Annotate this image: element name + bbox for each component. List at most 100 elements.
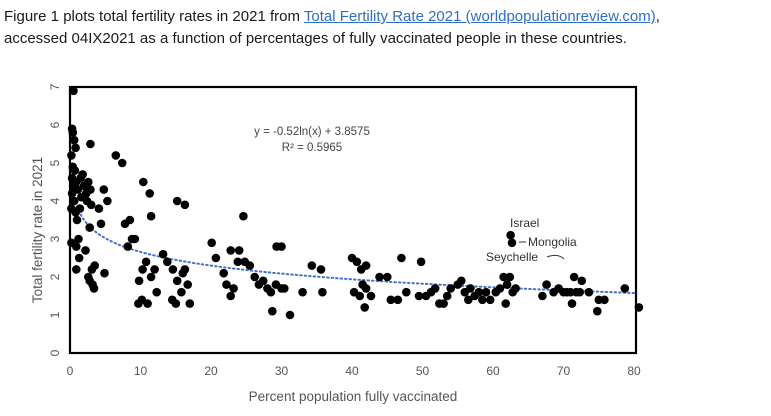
data-points [67,86,644,320]
data-point [152,287,161,297]
data-point [211,253,221,263]
data-point [111,151,121,160]
data-point [285,310,295,320]
y-tick-label: 0 [48,349,62,356]
annotation-seychelle: Seychelle [486,250,538,264]
data-point [94,204,104,213]
data-point [600,295,609,305]
data-point [226,246,235,255]
data-point [457,276,466,286]
data-point [402,287,411,297]
y-tick-label: 6 [48,121,62,128]
x-tick-label: 80 [627,364,641,378]
y-tick-labels: 0 1 2 3 4 5 6 7 [48,83,62,356]
data-point [172,276,182,286]
data-point [138,265,147,274]
data-point [481,287,491,297]
caption-text-comma: , [655,8,660,25]
data-point [96,219,106,229]
data-point [383,272,392,282]
data-point [569,272,579,282]
data-point [207,238,216,248]
data-point [502,280,512,289]
data-point [180,265,190,274]
data-point [177,287,186,297]
caption-source-link[interactable]: Total Fertility Rate 2021 (worldpopulati… [303,8,656,25]
caption-text-line2: accessed 04IX2021 as a function of perce… [4,30,627,47]
data-point [219,268,228,278]
data-point [506,230,515,240]
data-point [495,284,505,293]
data-point [501,299,511,308]
data-point [511,284,520,293]
data-point [318,287,327,297]
data-point [258,276,268,286]
trendline-r-squared: R² = 0.5965 [282,142,342,154]
figure-caption: Figure 1 plots total fertility rates in … [4,6,768,50]
data-point [307,261,317,270]
data-point [505,272,515,282]
x-tick-label: 0 [67,364,74,378]
x-tick-label: 50 [416,364,430,378]
x-tick-label: 10 [134,364,148,378]
data-point [89,284,99,293]
data-point [172,196,182,206]
y-axis-title: Total fertility rate in 2021 [30,157,45,303]
annotation-seychelle-leader [546,254,565,260]
data-point [222,280,231,289]
data-point [134,299,143,308]
data-point [466,284,475,293]
data-point [361,261,371,270]
data-point [298,287,307,297]
data-point [366,291,376,301]
data-point [100,268,109,278]
y-tick-label: 4 [48,197,62,204]
data-point [72,265,81,274]
data-point [280,284,289,293]
data-point [183,280,192,289]
data-point [78,170,87,179]
data-point [73,185,83,194]
data-point [158,249,168,259]
data-point [233,257,243,267]
data-point [567,299,577,308]
data-point [593,306,602,316]
data-point [575,287,584,297]
data-point [171,299,181,308]
data-point [386,295,396,305]
data-point [634,303,644,312]
data-point [349,287,359,297]
annotation-israel: Israel [510,216,539,230]
data-point [74,234,83,244]
data-point [266,287,276,297]
data-point [442,291,452,301]
caption-text-start: Figure 1 plots total fertility rates in … [4,8,304,25]
trendline [76,205,635,294]
data-point [72,215,82,225]
y-tick-label: 5 [48,159,62,166]
data-point [361,284,371,293]
x-tick-label: 20 [204,364,218,378]
data-point [360,303,370,312]
data-point [163,257,172,267]
data-point [130,234,140,244]
data-point [577,276,587,286]
data-point [67,151,76,160]
data-point [99,185,109,194]
data-point [69,196,79,206]
plot-area-border [68,85,638,355]
data-point [250,272,259,282]
data-point [239,211,248,221]
data-point [69,86,78,96]
x-tick-label: 30 [275,364,289,378]
data-point [234,246,244,255]
data-point [85,223,94,232]
x-tick-label: 70 [557,364,571,378]
data-point [72,242,81,251]
y-tick-label: 7 [48,83,62,90]
data-point [538,291,547,301]
data-point [146,272,156,282]
data-point [584,287,594,297]
data-point [150,265,159,274]
